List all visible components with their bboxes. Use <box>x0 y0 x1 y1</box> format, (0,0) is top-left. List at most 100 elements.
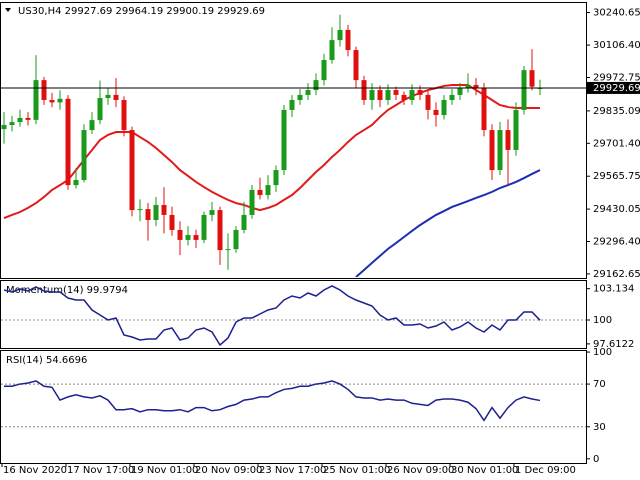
candle-body <box>385 90 391 100</box>
x-tick-label: 17 Nov 17:00 <box>67 465 134 476</box>
indicator-title: Momentum(14) 99.9794 <box>6 285 128 296</box>
x-tick-label: 30 Nov 01:00 <box>451 465 518 476</box>
candle-body <box>153 204 159 221</box>
y-tick-label: 30106.40 <box>593 40 640 51</box>
y-tick-label: 103.134 <box>593 284 634 295</box>
candle-body <box>1 124 7 130</box>
candle-body <box>393 90 399 95</box>
candle-body <box>145 209 151 221</box>
candle-body <box>529 70 535 87</box>
candle-body <box>97 98 103 121</box>
candle-body <box>417 90 423 95</box>
x-tick-label: 20 Nov 09:00 <box>195 465 262 476</box>
candle-body <box>9 122 15 125</box>
x-tick-label: 1 Dec 09:00 <box>515 465 576 476</box>
candle-body <box>105 94 111 99</box>
x-tick-label: 23 Nov 17:00 <box>259 465 326 476</box>
panel-plot <box>1 380 586 428</box>
candle-body <box>353 50 359 81</box>
candle-body <box>257 189 263 196</box>
candle-body <box>321 59 327 81</box>
candle-body <box>273 170 279 186</box>
candle-body <box>481 88 487 131</box>
candle-body <box>129 130 135 211</box>
y-tick-label: 100 <box>593 315 612 326</box>
candle-body <box>505 130 511 150</box>
candle-body <box>113 94 119 100</box>
y-tick-label: 97.6122 <box>593 339 634 350</box>
candle-body <box>177 229 183 240</box>
candle-body <box>457 88 463 95</box>
candle-body <box>497 130 503 171</box>
candle-body <box>137 209 143 211</box>
candle-body <box>217 210 223 251</box>
candle-body <box>241 214 247 230</box>
x-tick-label: 19 Nov 01:00 <box>131 465 198 476</box>
main-panel-frame <box>0 2 587 279</box>
candle-body <box>433 109 439 116</box>
symbol-menu-arrow[interactable] <box>5 8 11 12</box>
y-tick-label: 30240.65 <box>593 8 640 19</box>
candle-body <box>345 29 351 51</box>
candle-body <box>169 214 175 230</box>
y-tick-label: 29296.40 <box>593 237 640 248</box>
candle-body <box>233 229 239 250</box>
indicator-line <box>3 285 541 347</box>
indicator-line <box>355 169 541 277</box>
candle-body <box>369 90 375 100</box>
y-tick-label: 0 <box>593 454 599 465</box>
candle-body <box>489 130 495 171</box>
candle-body <box>361 80 367 100</box>
y-tick-label: 30 <box>593 422 606 433</box>
candle-body <box>209 210 215 215</box>
panel-plot <box>1 14 543 277</box>
candle-body <box>193 235 199 240</box>
y-tick-label: 29972.75 <box>593 73 640 84</box>
candle-body <box>409 90 415 100</box>
candle-body <box>425 94 431 110</box>
candle-body <box>81 130 87 181</box>
candle-body <box>289 99 295 110</box>
candle-body <box>49 99 55 103</box>
candle-body <box>329 40 335 60</box>
candle-body <box>185 235 191 240</box>
y-tick-label: 29701.40 <box>593 138 640 149</box>
candle-body <box>281 109 287 171</box>
candle-body <box>449 94 455 100</box>
candle-body <box>25 117 31 120</box>
candle-body <box>89 120 95 131</box>
candle-body <box>73 180 79 186</box>
x-tick-label: 16 Nov 2020 <box>3 465 67 476</box>
y-tick-label: 29835.09 <box>593 106 640 117</box>
chart-title: US30,H4 29927.69 29964.19 29900.19 29929… <box>18 6 265 17</box>
y-tick-label: 70 <box>593 379 606 390</box>
current-price-box <box>587 81 640 94</box>
y-tick-label: 29430.05 <box>593 204 640 215</box>
candle-body <box>473 84 479 89</box>
candle-body <box>33 80 39 120</box>
y-tick-label: 29162.65 <box>593 269 640 280</box>
candle-body <box>313 80 319 91</box>
candle-body <box>65 98 71 186</box>
candle-body <box>17 117 23 123</box>
candle-body <box>441 99 447 116</box>
candle-body <box>265 185 271 196</box>
x-tick-label: 25 Nov 01:00 <box>323 465 390 476</box>
candle-body <box>41 80 47 100</box>
x-tick-label: 26 Nov 09:00 <box>387 465 454 476</box>
candle-body <box>337 29 343 41</box>
candle-body <box>121 99 127 131</box>
candle-body <box>521 70 527 110</box>
candle-body <box>57 98 63 103</box>
indicator-line <box>4 380 541 422</box>
candle-body <box>161 204 167 215</box>
candle-body <box>297 94 303 100</box>
candle-body <box>465 84 471 89</box>
candle-body <box>513 109 519 150</box>
candle-body <box>377 90 383 100</box>
candle-body <box>305 90 311 95</box>
y-tick-label: 100 <box>593 347 612 358</box>
y-tick-label: 29565.75 <box>593 171 640 182</box>
indicator-title: RSI(14) 54.6696 <box>6 355 87 366</box>
